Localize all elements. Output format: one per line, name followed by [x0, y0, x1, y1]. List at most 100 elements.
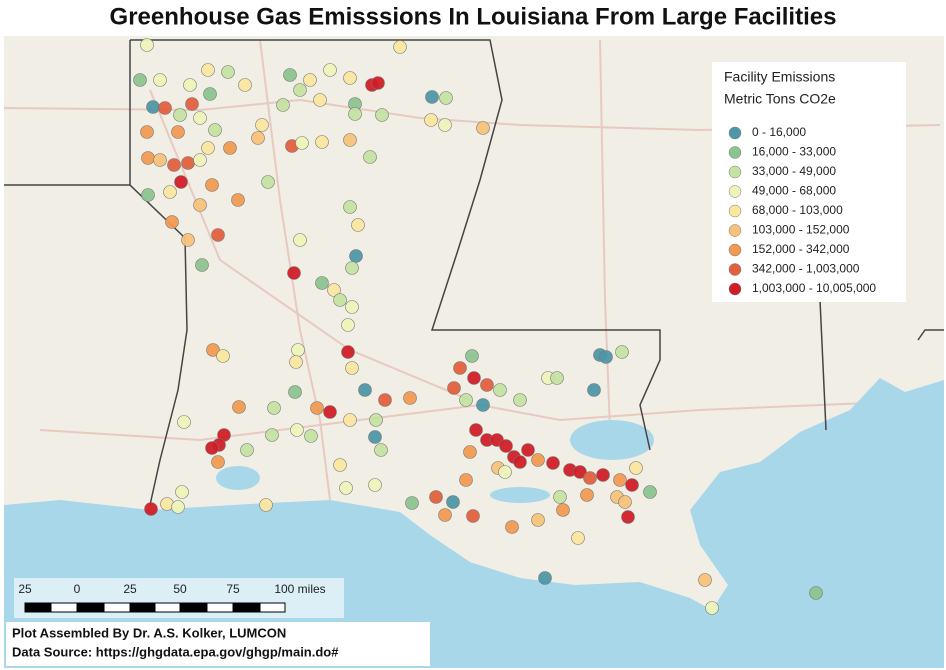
facility-marker: [223, 141, 237, 155]
facility-marker: [459, 393, 473, 407]
facility-marker: [467, 371, 481, 385]
scale-label: 50: [173, 582, 187, 596]
title: Greenhouse Gas Emisssions In Louisiana F…: [110, 3, 837, 30]
legend-title: Facility Emissions: [724, 69, 835, 85]
facility-marker: [195, 258, 209, 272]
facility-marker: [290, 423, 304, 437]
facility-marker: [310, 401, 324, 415]
facility-marker: [550, 371, 564, 385]
facility-marker: [358, 383, 372, 397]
facility-marker: [315, 276, 329, 290]
legend-swatch: [728, 146, 742, 159]
legend-label: 0 - 16,000: [752, 125, 806, 139]
facility-marker: [459, 473, 473, 487]
facility-marker: [368, 430, 382, 444]
facility-marker: [351, 218, 365, 232]
facility-marker: [538, 571, 552, 585]
legend-box: [712, 62, 906, 302]
facility-marker: [221, 65, 235, 79]
scale-label: 25: [18, 582, 32, 596]
facility-marker: [205, 441, 219, 455]
facility-marker: [323, 405, 337, 419]
facility-marker: [809, 586, 823, 600]
facility-marker: [587, 383, 601, 397]
facility-marker: [201, 63, 215, 77]
facility-marker: [466, 509, 480, 523]
facility-marker: [476, 121, 490, 135]
legend: Facility Emissions Metric Tons CO2e 0 - …: [712, 62, 906, 302]
facility-marker: [531, 513, 545, 527]
scale-segment: [129, 602, 156, 613]
facility-marker: [287, 266, 301, 280]
legend-swatch: [728, 224, 742, 237]
scale-segment: [179, 602, 208, 613]
facility-marker: [447, 381, 461, 395]
facility-marker: [183, 78, 197, 92]
facility-marker: [140, 38, 154, 52]
facility-marker: [374, 443, 388, 457]
legend-label: 16,000 - 33,000: [752, 145, 836, 159]
facility-marker: [453, 361, 467, 375]
facility-marker: [368, 478, 382, 492]
credit-line: Data Source: https://ghgdata.epa.gov/ghg…: [12, 644, 339, 659]
facility-marker: [621, 510, 635, 524]
facility-marker: [546, 456, 560, 470]
legend-label: 49,000 - 68,000: [752, 184, 836, 198]
legend-label: 152,000 - 342,000: [752, 242, 850, 256]
scale-segment: [24, 602, 52, 613]
legend-label: 68,000 - 103,000: [752, 203, 843, 217]
facility-marker: [165, 215, 179, 229]
facility-marker: [304, 429, 318, 443]
facility-marker: [185, 97, 199, 111]
facility-marker: [493, 383, 507, 397]
facility-marker: [193, 111, 207, 125]
facility-marker: [211, 228, 225, 242]
facility-marker: [144, 502, 158, 516]
scale-segment: [76, 602, 105, 613]
facility-marker: [141, 188, 155, 202]
facility-marker: [181, 233, 195, 247]
facility-marker: [363, 150, 377, 164]
scale-label: 75: [226, 582, 240, 596]
facility-marker: [153, 73, 167, 87]
facility-marker: [343, 133, 357, 147]
facility-marker: [251, 131, 265, 145]
facility-marker: [141, 151, 155, 165]
facility-marker: [323, 63, 337, 77]
facility-marker: [216, 349, 230, 363]
facility-marker: [327, 283, 341, 297]
facility-marker: [596, 468, 610, 482]
scale-segment: [232, 602, 261, 613]
facility-marker: [556, 503, 570, 517]
facility-marker: [333, 458, 347, 472]
facility-marker: [429, 490, 443, 504]
facility-marker: [206, 343, 220, 357]
borders: [4, 39, 944, 506]
facility-marker: [333, 293, 347, 307]
facility-marker: [378, 393, 392, 407]
facility-marker: [571, 531, 585, 545]
legend-swatch: [728, 204, 742, 218]
facility-marker: [289, 355, 303, 369]
facility-marker: [705, 601, 719, 615]
facility-marker: [613, 473, 627, 487]
facility-marker: [349, 249, 363, 263]
scale-segment: [103, 602, 131, 613]
facility-marker: [439, 91, 453, 105]
facility-marker: [240, 443, 254, 457]
scale-bar: 25 0 25 50 75 100 miles: [14, 578, 344, 618]
facility-marker: [231, 193, 245, 207]
legend-swatch: [728, 243, 742, 257]
facility-marker: [513, 393, 527, 407]
facility-marker: [425, 90, 439, 104]
facility-marker: [163, 185, 177, 199]
facility-marker: [232, 400, 246, 414]
facility-marker: [369, 413, 383, 427]
facility-marker: [405, 496, 419, 510]
facility-marker: [167, 158, 181, 172]
legend-swatch: [728, 263, 742, 276]
facility-marker: [476, 398, 490, 412]
facility-marker: [140, 125, 154, 139]
facility-marker: [531, 453, 545, 467]
facility-marker: [371, 76, 385, 90]
